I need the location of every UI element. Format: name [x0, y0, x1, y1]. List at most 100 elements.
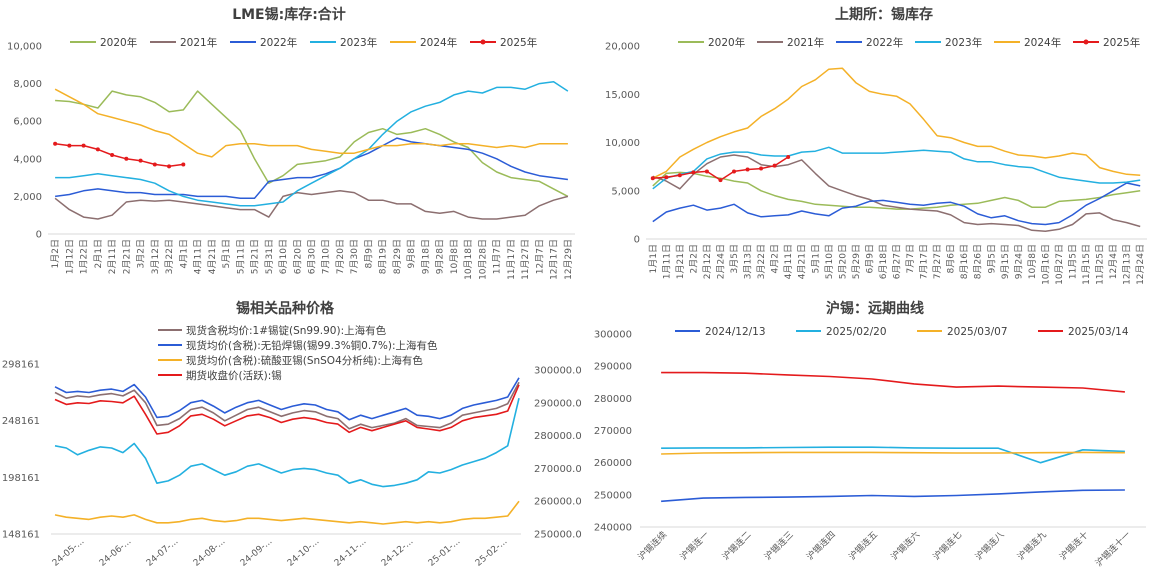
shfe-x-tick: 1月21日: [675, 244, 686, 279]
curve-legend-label: 2025/03/14: [1068, 326, 1129, 338]
lme-x-tick: 10月18日: [463, 239, 474, 280]
curve-y-tick: 270000: [594, 426, 632, 437]
curve-y-tick: 250000: [594, 490, 632, 501]
shfe-x-tick: 12月4日: [1108, 244, 1119, 279]
shfe-x-tick: 5月20日: [837, 244, 848, 279]
prices-x-tick: 24-11-...: [333, 537, 369, 569]
shfe-x-tick: 2月24日: [715, 244, 726, 279]
lme-x-tick: 2月11日: [107, 239, 118, 274]
prices-series-1: [54, 377, 520, 421]
lme-series-point: [152, 162, 157, 167]
lme-series-point: [138, 158, 143, 163]
lme-x-tick: 6月20日: [292, 239, 303, 274]
lme-x-tick: 5月31日: [264, 239, 275, 274]
prices-series-3: [54, 500, 520, 525]
lme-x-tick: 11月27日: [520, 239, 531, 280]
prices-right-tick: 290000.0: [534, 398, 582, 409]
lme-x-tick: 7月20日: [335, 239, 346, 274]
prices-left-tick: 198161: [2, 473, 40, 484]
shfe-x-tick: 3月22日: [756, 244, 767, 279]
lme-x-tick: 12月17日: [549, 239, 560, 280]
shfe-x-tick: 4月21日: [797, 244, 808, 279]
prices-legend-label: 现货均价(含税):硫酸亚锡(SnSO4分析纯):上海有色: [186, 354, 423, 367]
curve-x-tick: 沪锡连七: [930, 529, 964, 563]
lme-x-tick: 9月28日: [435, 239, 446, 274]
shfe-x-tick: 3月13日: [743, 244, 754, 279]
prices-legend-label: 期货收盘价(活跃):锡: [186, 369, 282, 382]
shfe-x-tick: 9月24日: [1013, 244, 1024, 279]
shfe-y-tick: 10,000: [605, 138, 640, 149]
lme-series-point: [67, 143, 72, 148]
prices-right-tick: 270000.0: [534, 464, 582, 475]
lme-series-2021年: [54, 190, 569, 220]
lme-y-tick: 10,000: [7, 42, 42, 53]
shfe-series-point: [772, 163, 777, 168]
prices-right-tick: 250000.0: [534, 530, 582, 541]
curve-title: 沪锡：远期曲线: [826, 300, 924, 317]
shfe-x-tick: 7月17日: [919, 244, 930, 279]
chart-curve: 沪锡：远期曲线 240000 250000 260000 270000 280000 290…: [594, 300, 1146, 569]
curve-y-tick: 300000: [594, 330, 632, 341]
curve-x-tick: 沪锡连九: [1015, 529, 1049, 563]
lme-x-tick: 5月21日: [250, 239, 261, 274]
lme-x-tick: 4月1日: [178, 239, 189, 268]
lme-legend-label: 2025年: [500, 36, 537, 49]
curve-legend-label: 2025/03/07: [947, 326, 1008, 338]
lme-series-point: [53, 141, 58, 146]
curve-x-tick: 沪锡连二: [720, 529, 754, 563]
shfe-x-tick: 6月9日: [864, 244, 875, 273]
curve-series-2025/03/07: [661, 451, 1125, 455]
curve-y-tick: 260000: [594, 458, 632, 469]
prices-x-tick: 24-10-...: [286, 537, 322, 569]
shfe-legend-label: 2024年: [1024, 36, 1061, 49]
lme-legend-marker: [480, 39, 486, 45]
lme-legend-label: 2021年: [180, 36, 217, 49]
lme-series-2025年: [55, 143, 184, 168]
lme-x-tick: 11月17日: [506, 239, 517, 280]
shfe-x-tick: 10月8日: [1027, 244, 1038, 279]
lme-series-2022年: [55, 137, 568, 200]
shfe-x-tick: 11月15日: [1081, 244, 1092, 285]
shfe-legend-marker: [1083, 39, 1089, 45]
shfe-x-tick: 10月16日: [1040, 244, 1051, 285]
lme-x-tick: 5月1日: [221, 239, 232, 268]
lme-x-tick: 6月30日: [307, 239, 318, 274]
shfe-series-2022年: [652, 182, 1141, 226]
lme-legend-label: 2024年: [420, 36, 457, 49]
lme-x-tick: 7月10日: [321, 239, 332, 274]
prices-x-tick: 25-02-...: [474, 537, 510, 569]
curve-legend-label: 2024/12/13: [705, 326, 766, 338]
lme-x-tick: 11月7日: [492, 239, 503, 274]
shfe-series-2024年: [652, 67, 1141, 179]
shfe-series-point: [745, 167, 750, 172]
shfe-x-tick: 12月24日: [1135, 244, 1146, 285]
shfe-series-point: [664, 175, 669, 180]
shfe-series-2021年: [652, 154, 1141, 233]
shfe-x-tick: 10月27日: [1054, 244, 1065, 285]
lme-x-tick: 8月9日: [363, 239, 374, 268]
prices-x-tick: 24-08-...: [192, 537, 228, 569]
lme-x-tick: 10月8日: [449, 239, 460, 274]
lme-x-tick: 5月11日: [235, 239, 246, 274]
prices-right-tick: 300000.0: [534, 366, 582, 377]
prices-series-4: [54, 384, 520, 435]
shfe-x-tick: 12月13日: [1122, 244, 1133, 285]
prices-legend-label: 现货含税均价:1#锡锭(Sn99.90):上海有色: [186, 324, 387, 337]
prices-x-tick: 24-07-...: [145, 537, 181, 569]
curve-series-2025/03/14: [661, 371, 1125, 393]
prices-left-tick: 298161: [2, 360, 40, 371]
shfe-legend-label: 2025年: [1103, 36, 1140, 49]
shfe-y-tick: 5,000: [611, 186, 640, 197]
shfe-legend-label: 2021年: [787, 36, 824, 49]
shfe-legend-label: 2022年: [866, 36, 903, 49]
shfe-x-tick: 4月2日: [770, 244, 781, 273]
chart-shfe: 上期所：锡库存 0 5,000 10,000 15,000 20,000 1月1日 1月11日…: [605, 6, 1147, 285]
lme-y-tick: 8,000: [13, 79, 42, 90]
lme-x-tick: 7月30日: [349, 239, 360, 274]
shfe-x-tick: 2月2日: [688, 244, 699, 273]
lme-x-tick: 2月1日: [93, 239, 104, 268]
shfe-x-tick: 9月5日: [986, 244, 997, 273]
shfe-series-2020年: [652, 171, 1141, 210]
shfe-x-tick: 5月1日: [810, 244, 821, 273]
